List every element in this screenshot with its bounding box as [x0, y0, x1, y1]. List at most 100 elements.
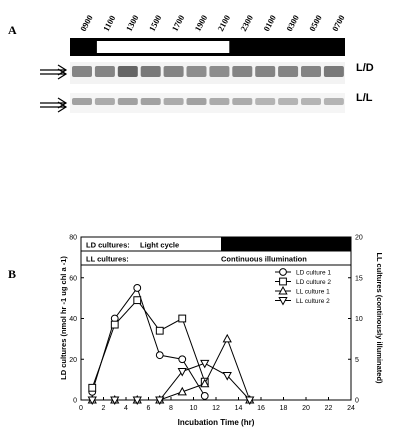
legend-marker	[278, 297, 288, 306]
banner-ll-label: LL cultures:	[86, 255, 129, 264]
y-tick-label: 40	[69, 316, 77, 323]
time-label: 0900	[78, 13, 95, 33]
data-point	[87, 396, 97, 406]
banner-ld-label: LD cultures:	[86, 241, 130, 250]
data-point	[177, 386, 187, 396]
x-tick-label: 16	[257, 405, 265, 412]
legend-marker	[279, 277, 287, 286]
band-ll	[323, 98, 344, 105]
banner-ld-text: Light cycle	[140, 241, 179, 250]
band-ll	[255, 98, 276, 105]
data-point	[200, 392, 209, 400]
y2-axis-label: LL cultures (continously illuminated)	[375, 252, 384, 384]
series-3	[87, 333, 255, 404]
data-point	[110, 320, 119, 329]
data-point	[245, 396, 255, 406]
banner-ll-text: Continuous illumination	[221, 255, 307, 264]
band-ld	[117, 66, 138, 77]
time-label: 1500	[147, 13, 164, 33]
legend-label: LD culture 1	[296, 270, 331, 277]
chart-series	[87, 284, 255, 406]
blot-ld	[70, 62, 345, 84]
data-point	[133, 296, 142, 305]
x-axis-label: Incubation Time (hr)	[178, 418, 255, 427]
band-ld	[301, 66, 321, 77]
row-label-ld: L/D	[356, 62, 374, 74]
chart-legend: LD culture 1 LD culture 2 LL culture 1 LL c…	[275, 268, 331, 306]
series-line	[92, 337, 251, 401]
banner: LD cultures: Light cycle LL cultures: Co…	[80, 236, 352, 266]
x-tick-label: 6	[147, 405, 151, 412]
x-tick-label: 12	[212, 405, 220, 412]
band-ld	[232, 66, 253, 77]
x-tick-label: 10	[190, 405, 198, 412]
y2-tick-label: 15	[355, 275, 363, 282]
y-axis-label: LD cultures (nmol hr -1 ug chl a -1)	[59, 256, 68, 380]
legend-marker	[278, 285, 288, 295]
legend-marker	[279, 268, 287, 276]
arrow-icon	[40, 97, 68, 113]
panel-b-label: B	[8, 267, 16, 281]
y-tick-label: 20	[69, 357, 77, 364]
data-point	[155, 326, 164, 335]
band-ld	[209, 66, 230, 77]
band-ll	[232, 98, 253, 105]
light-period	[96, 41, 230, 53]
x-tick-label: 24	[347, 405, 355, 412]
y-tick-label: 0	[73, 398, 77, 405]
band-ld	[72, 66, 92, 77]
data-point	[133, 284, 142, 292]
time-label: 0300	[284, 13, 301, 33]
data-point	[178, 355, 187, 364]
panel-a-label: A	[8, 23, 17, 37]
time-label: 0100	[261, 13, 278, 33]
legend-label: LL culture 2	[296, 298, 330, 305]
x-tick-label: 18	[280, 405, 288, 412]
band-ld	[323, 66, 344, 77]
y-tick-label: 80	[69, 235, 77, 242]
row-label-ll: L/L	[356, 92, 373, 104]
x-tick-label: 0	[79, 405, 83, 412]
x-tick-label: 2	[102, 405, 106, 412]
time-label: 2100	[215, 13, 232, 33]
time-label: 1900	[192, 13, 209, 33]
band-ll	[72, 98, 92, 105]
y2-tick-label: 0	[355, 398, 359, 405]
band-ld	[186, 66, 207, 77]
time-label: 0700	[330, 13, 347, 33]
y2-tick-label: 5	[355, 357, 359, 364]
data-point	[88, 383, 97, 392]
band-ll	[94, 98, 115, 105]
band-ll	[278, 98, 299, 105]
band-ld	[163, 66, 184, 77]
x-tick-label: 22	[325, 405, 333, 412]
series-line	[91, 286, 206, 397]
data-point	[222, 333, 232, 343]
time-label: 1700	[170, 13, 187, 33]
arrow-icon	[40, 64, 68, 80]
data-point	[132, 396, 142, 406]
band-ll	[301, 98, 321, 105]
band-ll	[163, 98, 184, 105]
blot-ll	[70, 93, 345, 113]
data-point	[155, 351, 164, 360]
band-ld	[94, 66, 115, 77]
band-ll	[117, 98, 138, 105]
y-tick-label: 60	[69, 275, 77, 282]
x-tick-label: 14	[235, 405, 243, 412]
band-ll	[140, 98, 161, 105]
y2-tick-label: 10	[355, 316, 363, 323]
band-ld	[140, 66, 161, 77]
band-ll	[186, 98, 207, 105]
data-point	[177, 367, 187, 377]
data-point	[200, 378, 210, 388]
data-point	[222, 372, 232, 381]
time-label: 1300	[124, 13, 141, 33]
data-point	[155, 396, 165, 406]
band-ld	[278, 66, 299, 77]
time-labels: 0900 1100 1300 1500 1700 1900 2100 2300 0100 0300…	[78, 13, 347, 33]
series-line	[91, 299, 206, 388]
time-label: 2300	[238, 13, 255, 33]
